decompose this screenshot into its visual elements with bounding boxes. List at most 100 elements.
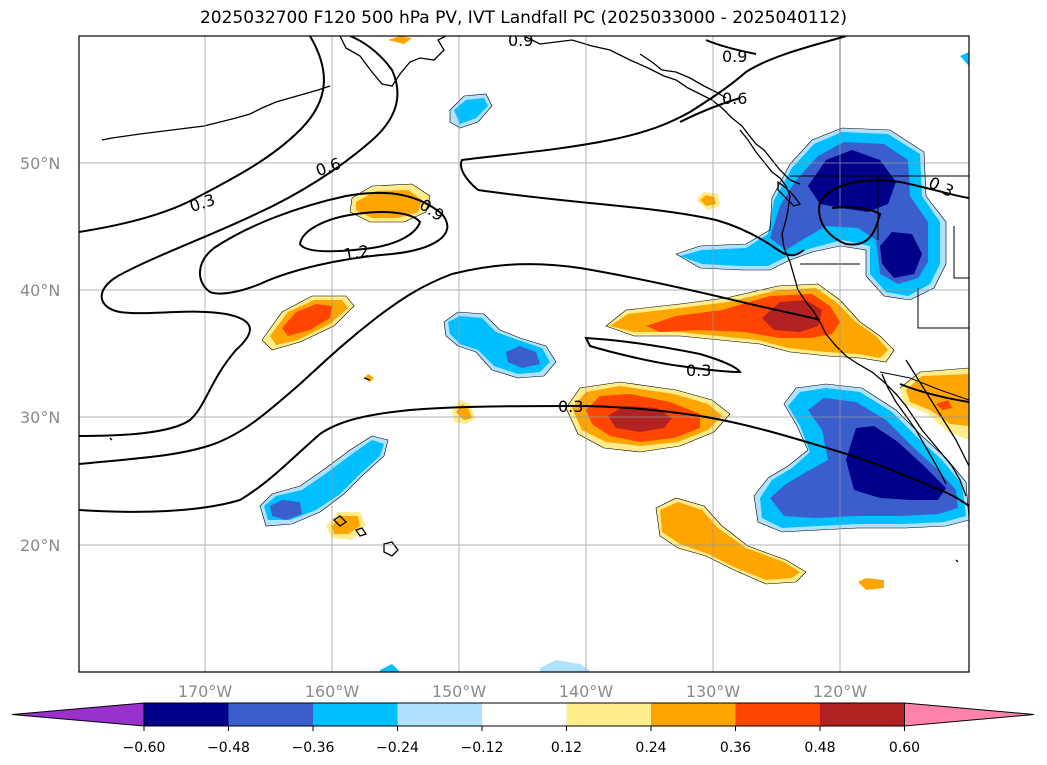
lon-label-170w: 170°W (178, 682, 233, 701)
positive-anomaly-region (906, 374, 969, 426)
colorbar-tick-label: −0.48 (207, 740, 250, 756)
contour-label: 0.3 (558, 397, 583, 416)
contour-label: 0.9 (508, 31, 533, 50)
coastlines (101, 36, 969, 563)
pv-contour-0.6 (79, 36, 399, 437)
state-border (800, 176, 969, 329)
pv-contour-0.9-north (460, 36, 847, 191)
contour-label: 0.6 (722, 89, 747, 108)
colorbar-tick-label: 0.24 (635, 740, 666, 756)
pv-contour-0.9-mid (477, 189, 805, 257)
lon-label-150w: 150°W (432, 682, 487, 701)
colorbar-tick-label: 0.36 (720, 740, 751, 756)
negative-anomaly-region (270, 500, 302, 520)
pv-contour-0.3-wave (584, 336, 742, 374)
pv-contour-0.9 (199, 191, 449, 295)
colorbar-extend-max (904, 702, 1035, 727)
fill-outline (261, 295, 355, 351)
colorbar-tick-label: −0.24 (376, 740, 419, 756)
positive-anomaly-fills (262, 36, 969, 590)
negative-anomaly-region (380, 664, 400, 672)
positive-anomaly-region (700, 195, 716, 206)
pv-contour-0.6-ne2 (679, 97, 741, 123)
fill-outline (449, 93, 493, 129)
fill-outline (259, 435, 389, 527)
colorbar-segment (820, 703, 905, 726)
contour-label: 0.3 (686, 361, 711, 380)
negative-anomaly-region (506, 346, 540, 368)
positive-anomaly-region (858, 578, 884, 590)
positive-anomaly-region (936, 400, 952, 410)
lon-label-120w: 120°W (813, 682, 868, 701)
alaska-coastline (639, 53, 727, 99)
lat-label-20n: 20°N (20, 536, 60, 555)
vancouver-island (777, 180, 802, 207)
alaska-coastline (339, 36, 447, 87)
colorbar-segment (313, 703, 398, 726)
colorbar-segment (482, 703, 567, 726)
colorbar-segments (11, 702, 1035, 727)
pv-contour-0.3-se (899, 383, 969, 403)
alaska-coastline (523, 36, 801, 185)
pv-contour-1.2 (298, 211, 422, 253)
lon-label-130w: 130°W (686, 682, 741, 701)
colorbar-ticks: −0.60 −0.48 −0.36 −0.24 −0.12 0.12 0.24 0.36 0.4… (123, 726, 920, 756)
pv-contour-0.3-lower (79, 404, 969, 513)
colorbar-segment (566, 703, 652, 726)
lon-label-160w: 160°W (305, 682, 360, 701)
pv-contour-0.3-east (819, 179, 969, 203)
positive-anomaly-region (388, 36, 412, 44)
contour-label: 0.9 (722, 47, 747, 66)
lat-label-50n: 50°N (20, 154, 60, 173)
pv-contour-0.6-ne (705, 39, 757, 55)
positive-anomaly-region (660, 502, 800, 580)
bc-coastline (739, 129, 967, 497)
island-dot (109, 377, 959, 563)
lon-label-140w: 140°W (559, 682, 614, 701)
pv-contours (79, 36, 969, 513)
pv-contour-0.3-ring (818, 201, 882, 246)
gulf-coastline (905, 359, 969, 467)
baja-coastline (881, 373, 947, 485)
fill-outline (349, 183, 431, 223)
colorbar-segment (735, 703, 821, 726)
negative-anomaly-region (960, 52, 969, 66)
lon-labels: 170°W 160°W 150°W 140°W 130°W 120°W (178, 682, 868, 701)
colorbar-tick-label: −0.12 (461, 740, 504, 756)
negative-anomaly-region (880, 232, 922, 278)
negative-anomaly-region (808, 150, 896, 212)
colorbar-tick-label: −0.60 (123, 740, 166, 756)
contour-label: 1.2 (342, 241, 370, 264)
positive-anomaly-region (364, 374, 374, 382)
pv-contour-0.3-outer (79, 36, 325, 233)
colorbar-extend-min (11, 702, 145, 727)
fill-outline (675, 127, 947, 301)
chart-title: 2025032700 F120 500 hPa PV, IVT Landfall… (199, 8, 847, 28)
colorbar-tick-label: 0.48 (804, 740, 835, 756)
colorbar-frame (143, 702, 905, 727)
positive-anomaly-region (762, 300, 822, 332)
colorbar-segment (397, 703, 483, 726)
mexico-border (879, 371, 969, 401)
aleutian-islands (101, 85, 331, 141)
colorbar-tick-label: −0.36 (292, 740, 335, 756)
gridlines (79, 36, 969, 672)
colorbar-segment (228, 703, 314, 726)
negative-anomaly-region (264, 440, 384, 520)
colorbar-segment (651, 703, 736, 726)
colorbar-tick-label: 0.60 (889, 740, 920, 756)
negative-anomaly-region (540, 660, 592, 672)
negative-anomaly-region (454, 98, 488, 124)
colorbar-tick-label: 0.12 (551, 740, 582, 756)
positive-anomaly-region (282, 304, 332, 336)
fill-outline (899, 367, 969, 389)
fill-outline (443, 311, 557, 379)
fill-outline (655, 497, 807, 585)
map-frame (78, 35, 970, 673)
colorbar-segment (144, 703, 229, 726)
fill-outlines (259, 93, 969, 585)
hawaii-islands (332, 515, 399, 557)
positive-anomaly-region (332, 516, 360, 534)
